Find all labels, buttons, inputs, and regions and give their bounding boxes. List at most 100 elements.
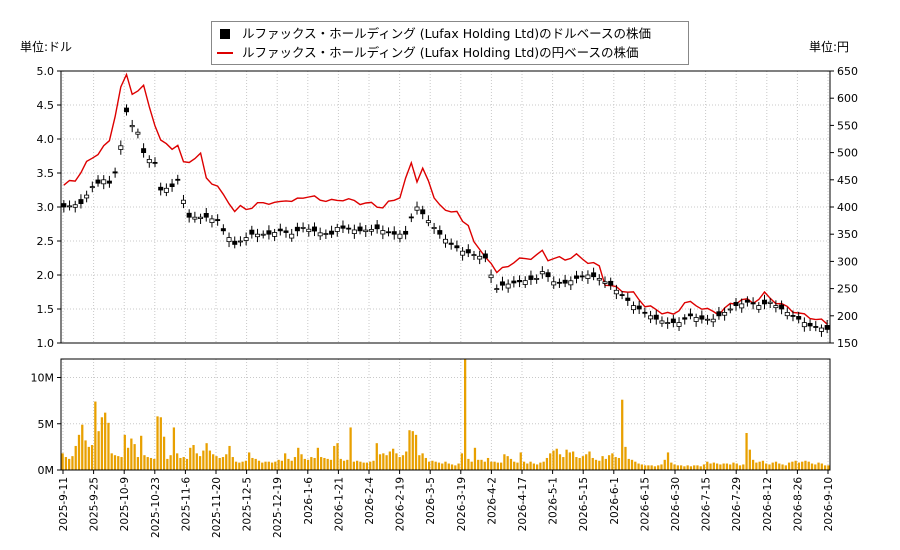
candle-body [180,199,186,204]
volume-bar [673,464,676,470]
volume-bar [424,457,428,470]
candle [266,225,272,240]
volume-bar [166,458,169,470]
candle [141,143,147,158]
candle-body [152,161,158,164]
volume-bar [359,461,362,470]
volume-bar [270,462,274,470]
volume-bar [477,459,480,470]
candle-body [687,313,693,317]
candle [272,228,278,241]
candle-body [425,220,431,224]
right-tick-label: 500 [837,147,858,160]
volume-bar [670,462,673,470]
volume-bar [516,462,519,470]
right-tick-label: 300 [837,255,858,268]
candle-body [710,318,716,323]
candle [659,316,665,327]
left-tick-label: 2.5 [37,235,55,248]
candle [705,314,711,325]
candle-body [648,315,654,320]
volume-bar [761,460,765,470]
volume-bar [68,458,71,470]
candle-body [101,179,107,185]
volume-bar [621,399,624,470]
candle [568,276,574,290]
right-tick-label: 650 [837,65,858,78]
volume-bar [454,465,457,470]
candle [665,317,671,329]
volume-bar [117,456,120,470]
date-tick-label: 2026-2-4 [364,477,376,525]
volume-bar [643,465,647,470]
candle-body [790,315,796,317]
candle [448,238,454,250]
candle [391,226,397,240]
candle [408,213,414,223]
candle-body [670,318,676,323]
candle-body [625,297,631,301]
candle-body [779,304,785,310]
volume-bar [336,443,339,470]
volume-bar [136,457,140,470]
candle-body [357,226,363,232]
candle [78,194,84,209]
volume-bar [784,465,787,470]
candle-body [585,274,591,279]
candle [175,174,181,185]
legend-label-usd: ルファックス・ホールディング (Lufax Holding Ltd)のドルベース… [242,26,652,41]
volume-bar [585,454,588,470]
volume-bar [627,458,630,470]
volume-bar [90,445,94,470]
candle [733,298,739,311]
date-tick-label: 2026-8-26 [792,477,804,532]
candle [112,167,118,178]
candle-body [653,314,659,320]
volume-bar [277,459,280,470]
volume-bar [571,451,575,470]
candle [61,200,67,213]
candle [101,175,107,190]
candle-body [522,280,528,285]
volume-bar [248,452,251,470]
candle [687,308,693,320]
candle-body [494,288,500,291]
volume-bar [771,462,774,470]
volume-bar [742,464,745,470]
candle-body [106,180,112,184]
volume-bar [388,451,392,470]
volume-bar [539,462,542,470]
candle [477,250,483,265]
candle [289,228,295,242]
volume-bar [156,416,159,470]
candle-body [129,125,135,128]
volume-bar [578,457,581,470]
candle [454,240,460,252]
candle [72,200,78,213]
volume-bar [601,456,604,470]
volume-bar [568,452,571,470]
candle-body [255,233,261,238]
candle-body [277,228,283,232]
volume-bar [486,457,490,470]
volume-bar [791,461,794,470]
candle [192,211,198,223]
candle [311,222,317,237]
volume-bar [624,446,627,470]
volume-bar [689,466,693,470]
volume-bar [719,464,722,470]
candle [676,317,682,331]
volume-bar [176,453,179,470]
candle [340,220,346,233]
volume-bar [375,443,378,470]
volume-bar [159,417,162,470]
candle [89,181,95,193]
volume-tick-label: 5M [38,418,55,431]
candle-body [317,232,323,237]
candle [534,274,540,284]
candle [220,224,226,235]
volume-bar [519,452,522,470]
candle [255,228,261,243]
candle [237,236,243,247]
